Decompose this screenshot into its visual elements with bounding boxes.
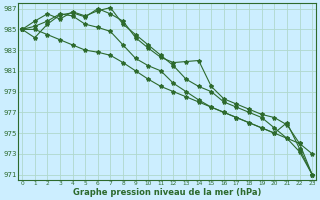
X-axis label: Graphe pression niveau de la mer (hPa): Graphe pression niveau de la mer (hPa) <box>73 188 261 197</box>
